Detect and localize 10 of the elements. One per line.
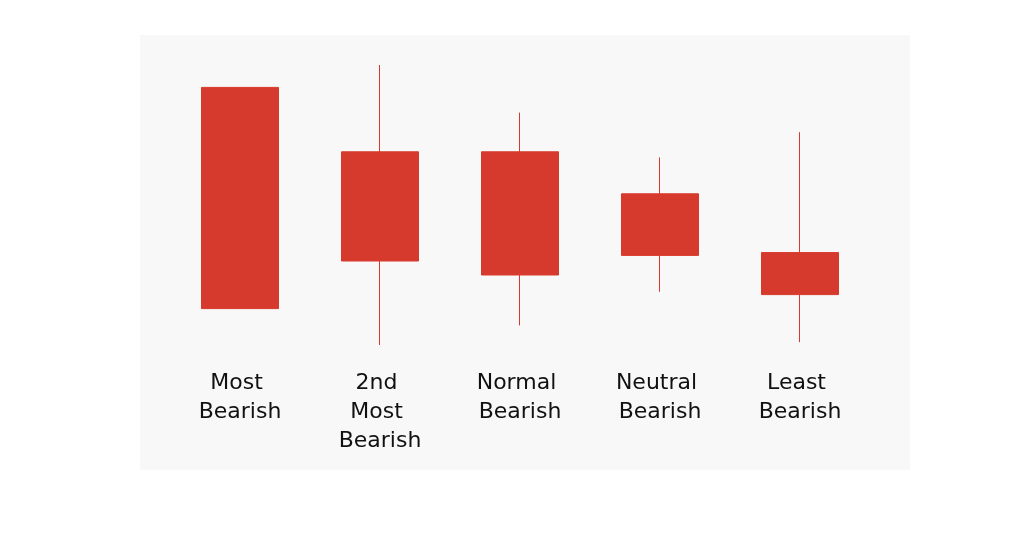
x-tick-label: Most Bearish (198, 369, 282, 423)
x-tick-label: Least Bearish (758, 369, 842, 423)
x-tick-label: 2nd Most Bearish (338, 369, 422, 452)
candlestick (761, 131, 839, 343)
candlestick (621, 156, 699, 293)
candlestick (201, 86, 279, 310)
candlestick (341, 64, 419, 346)
candlestick (481, 112, 559, 326)
x-tick-label: Neutral Bearish (615, 369, 705, 423)
x-tick-label: Normal Bearish (476, 369, 564, 423)
